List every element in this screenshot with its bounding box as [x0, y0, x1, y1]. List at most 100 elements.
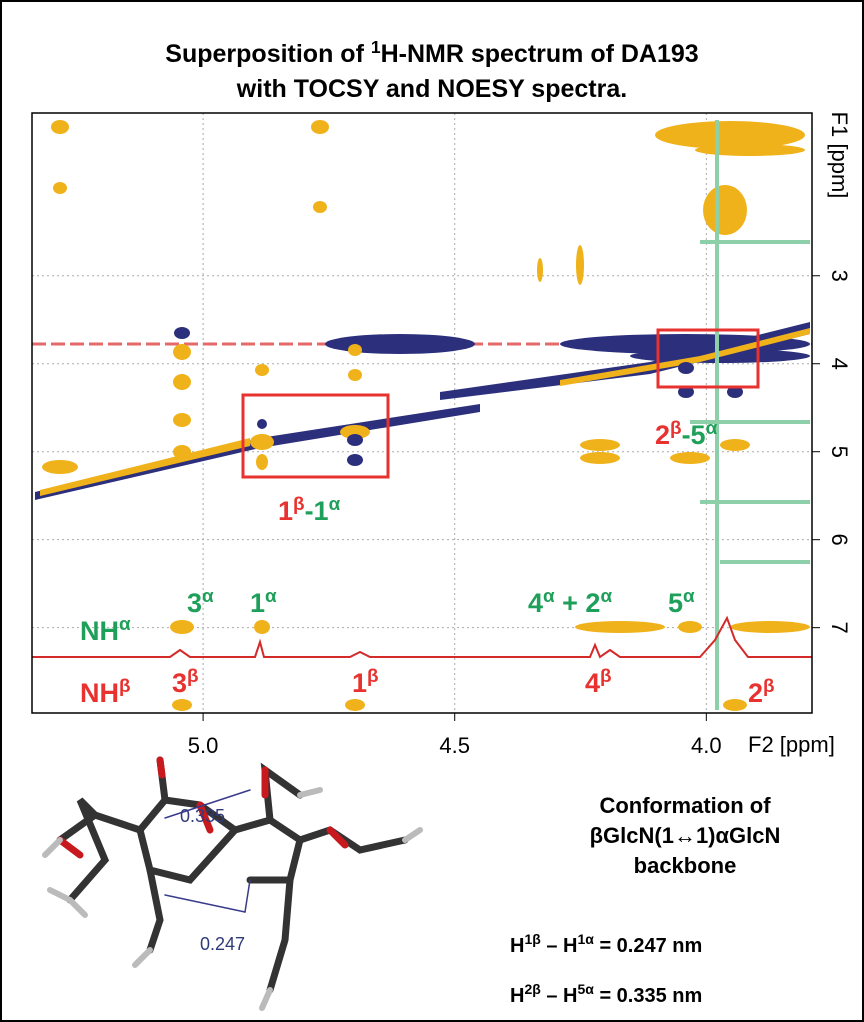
bond	[66, 797, 110, 904]
h-bond	[42, 837, 63, 858]
label-sup: α	[329, 494, 341, 515]
h-bond	[297, 787, 323, 798]
caption: Conformation of	[599, 793, 771, 818]
y-tick-label: 5	[827, 446, 852, 458]
distance-line	[164, 789, 251, 819]
title-sup: 1	[371, 37, 381, 57]
contour	[678, 362, 694, 374]
oxygen-bond	[56, 836, 84, 859]
label-base: 3	[172, 668, 187, 698]
measure-text: – H	[541, 985, 578, 1007]
label-sup: β	[670, 418, 682, 439]
measure-sup: 1β	[524, 931, 541, 947]
bond	[136, 826, 239, 884]
label-base: 5	[668, 588, 683, 618]
contour	[255, 364, 269, 376]
contour	[580, 452, 620, 464]
contour	[730, 621, 810, 633]
1h-spectrum	[32, 615, 812, 659]
label-sup: β	[187, 666, 199, 687]
measure-text: = 0.335 nm	[594, 985, 702, 1007]
h-bond	[402, 827, 423, 843]
label-base: 2	[655, 420, 670, 450]
contour	[340, 425, 370, 439]
distance-label: 0.335	[180, 806, 225, 826]
caption: backbone	[634, 853, 737, 878]
label-base: 3	[187, 588, 202, 618]
peak-label: 3α	[187, 586, 214, 618]
diagonal	[40, 438, 250, 496]
contour	[325, 334, 475, 354]
label-sup: α	[543, 586, 555, 607]
label-base: NH	[80, 678, 119, 708]
caption: βGlcN(1↔1)αGlcN	[590, 823, 781, 848]
contour	[170, 620, 194, 634]
contour	[51, 120, 69, 134]
peak-label: 5α	[668, 586, 695, 618]
axes: 5.0 4.5 4.0 3 4 5 6 7	[188, 270, 852, 758]
label-sup: β	[763, 676, 775, 697]
contour	[580, 439, 620, 451]
peak-label: 2β	[748, 676, 775, 708]
contour	[42, 460, 78, 474]
distance-line	[244, 879, 251, 913]
contour	[53, 182, 67, 194]
label-base: -5	[682, 420, 706, 450]
y-tick-label: 7	[827, 622, 852, 634]
h-bond	[47, 887, 73, 903]
label-sup: α	[683, 586, 695, 607]
bond	[56, 796, 304, 884]
contour	[348, 369, 362, 381]
contour	[311, 120, 329, 134]
contour	[690, 420, 810, 424]
label-sup: α	[600, 586, 612, 607]
contour	[347, 454, 363, 466]
peak-label: NHα	[80, 614, 131, 646]
contour	[347, 434, 363, 446]
highlight-box	[241, 393, 390, 479]
title-text: Superposition of	[165, 40, 371, 68]
title: Superposition of 1H-NMR spectrum of DA19…	[165, 37, 698, 68]
contour	[700, 500, 810, 504]
label-base: 4	[528, 588, 543, 618]
y-axis-label: F1 [ppm]	[827, 112, 852, 199]
y-tick-label: 6	[827, 534, 852, 546]
grid-layer	[32, 113, 812, 713]
label-sup: α	[265, 586, 277, 607]
x-axis-label: F2 [ppm]	[748, 732, 835, 757]
spectra	[32, 120, 812, 711]
h-bond	[259, 987, 273, 1011]
measure: H1β – H1α = 0.247 nm	[510, 931, 702, 957]
label-sup: β	[119, 676, 131, 697]
contour	[537, 258, 543, 282]
label-sup: β	[600, 666, 612, 687]
peak-label: 1α	[250, 586, 277, 618]
contour	[576, 245, 584, 285]
contour	[172, 699, 192, 711]
contour	[254, 620, 270, 634]
label-base: 1	[278, 496, 293, 526]
title-text: H-NMR spectrum of DA193	[381, 40, 699, 68]
y-tick-label: 3	[827, 270, 852, 282]
measure-text: – H	[541, 935, 578, 957]
contour	[174, 327, 190, 339]
distance-label: 0.247	[200, 934, 245, 954]
contour	[575, 621, 665, 633]
peak-label: 1β-1α	[278, 494, 341, 526]
peak-label: 4α + 2α	[528, 586, 612, 618]
peak-label: 2β-5α	[655, 418, 718, 450]
label-base: 1	[250, 588, 265, 618]
peak-label: 3β	[172, 666, 199, 698]
contour	[700, 240, 810, 244]
label-base: 1	[352, 668, 367, 698]
peak-label: 1β	[352, 666, 379, 698]
label-sup: α	[202, 586, 214, 607]
contour	[313, 201, 327, 213]
contour	[720, 560, 810, 564]
title: with TOCSY and NOESY spectra.	[236, 75, 627, 103]
oxygen-bond	[156, 756, 166, 779]
plot-frame	[31, 112, 813, 714]
contour	[695, 144, 805, 156]
